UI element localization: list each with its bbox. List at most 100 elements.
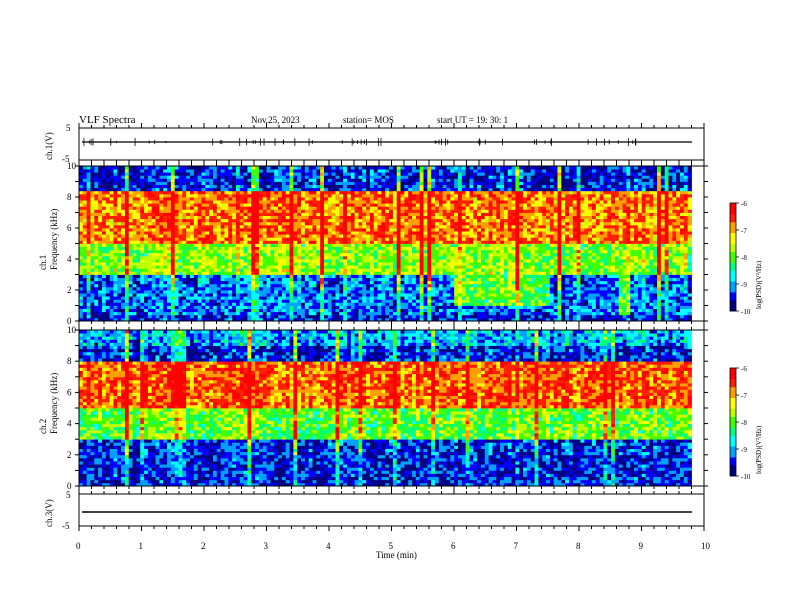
spectrogram-cell	[178, 252, 183, 257]
spectrogram-cell	[327, 178, 333, 182]
spectrogram-cell	[124, 296, 130, 300]
spectrogram-cell	[327, 184, 333, 189]
spectrogram-cell	[404, 181, 409, 185]
spectrogram-cell	[442, 187, 447, 192]
spectrogram-cell	[113, 203, 118, 207]
spectrogram-cell	[190, 252, 195, 257]
spectrogram-cell	[147, 203, 153, 207]
spectrogram-cell	[220, 190, 225, 195]
spectrogram-cell	[366, 228, 371, 232]
spectrogram-cell	[446, 215, 451, 220]
spectrogram-cell	[427, 302, 432, 306]
spectrogram-cell	[228, 181, 233, 185]
spectrogram-cell	[174, 308, 179, 313]
spectrogram-cell	[404, 255, 409, 260]
spectrogram-cell	[262, 184, 267, 189]
spectrogram-cell	[412, 259, 417, 263]
spectrogram-cell	[79, 280, 84, 285]
spectrogram-cell	[193, 172, 199, 176]
spectrogram-cell	[281, 243, 287, 247]
spectrogram-cell	[144, 305, 149, 309]
spectrogram-cell	[281, 293, 287, 297]
spectrogram-cell	[140, 203, 145, 207]
spectrogram-cell	[124, 200, 130, 204]
spectrogram-cell	[304, 271, 310, 275]
spectrogram-cell	[446, 221, 451, 226]
spectrogram-cell	[159, 286, 164, 291]
spectrogram-cell	[358, 193, 363, 198]
spectrogram-cell	[331, 252, 336, 257]
spectrogram-cell	[308, 224, 313, 229]
spectrogram-cell	[427, 259, 432, 263]
spectrogram-cell	[197, 259, 202, 263]
spectrogram-cell	[450, 274, 455, 278]
spectrogram-cell	[304, 231, 310, 235]
spectrogram-cell	[82, 293, 88, 297]
spectrogram-cell	[155, 181, 160, 185]
spectrogram-cell	[167, 314, 172, 319]
spectrogram-cell	[312, 302, 317, 306]
spectrogram-cell	[121, 311, 126, 316]
spectrogram-cell	[316, 305, 321, 309]
spectrogram-cell	[419, 206, 424, 210]
spectrogram-cell	[228, 268, 233, 272]
spectrogram-cell	[255, 280, 260, 285]
spectrogram-cell	[90, 249, 95, 254]
spectrogram-cell	[262, 308, 267, 313]
spectrogram-cell	[324, 314, 329, 319]
spectrogram-cell	[124, 206, 130, 210]
spectrogram-cell	[446, 271, 451, 275]
spectrogram-cell	[193, 311, 199, 316]
spectrogram-cell	[205, 246, 210, 251]
spectrogram-cell	[442, 234, 447, 238]
spectrogram-cell	[109, 203, 114, 207]
spectrogram-cell	[136, 265, 141, 269]
spectrogram-cell	[216, 308, 222, 313]
spectrogram-cell	[301, 178, 306, 182]
spectrogram-cell	[163, 231, 168, 235]
spectrogram-cell	[392, 262, 398, 266]
spectrogram-cell	[389, 206, 394, 210]
spectrogram-cell	[346, 187, 352, 192]
spectrogram-cell	[408, 172, 413, 176]
spectrogram-cell	[396, 302, 401, 306]
spectrogram-cell	[419, 190, 424, 195]
spectrogram-cell	[262, 221, 267, 226]
spectrogram-cell	[117, 172, 122, 176]
spectrogram-cell	[419, 290, 424, 294]
spectrogram-cell	[431, 197, 436, 201]
spectrogram-cell	[339, 308, 344, 313]
spectrogram-cell	[293, 305, 298, 309]
spectrogram-cell	[266, 218, 271, 223]
spectrogram-cell	[212, 200, 218, 204]
spectrogram-cell	[438, 246, 444, 251]
spectrogram-cell	[216, 197, 222, 201]
spectrogram-cell	[255, 215, 260, 220]
spectrogram-cell	[117, 262, 122, 266]
spectrogram-cell	[381, 234, 386, 238]
spectrogram-cell	[266, 200, 271, 204]
spectrogram-cell	[343, 200, 348, 204]
spectrogram-cell	[293, 243, 298, 247]
spectrogram-cell	[79, 265, 84, 269]
spectrogram-cell	[320, 299, 325, 303]
spectrogram-cell	[438, 190, 444, 195]
spectrogram-cell	[293, 206, 298, 210]
spectrogram-cell	[450, 228, 455, 232]
spectrogram-cell	[243, 206, 248, 210]
spectrogram-cell	[174, 311, 179, 316]
spectrogram-cell	[346, 255, 352, 260]
spectrogram-cell	[301, 299, 306, 303]
spectrogram-cell	[392, 246, 398, 251]
spectrogram-cell	[327, 265, 333, 269]
spectrogram-cell	[297, 190, 302, 195]
spectrogram-cell	[224, 193, 229, 198]
spectrogram-cell	[121, 221, 126, 226]
spectrogram-cell	[354, 172, 359, 176]
spectrogram-cell	[358, 305, 363, 309]
spectrogram-cell	[239, 221, 245, 226]
spectrogram-cell	[327, 224, 333, 229]
spectrogram-cell	[408, 311, 413, 316]
spectrogram-cell	[362, 280, 367, 285]
spectrogram-cell	[366, 265, 371, 269]
